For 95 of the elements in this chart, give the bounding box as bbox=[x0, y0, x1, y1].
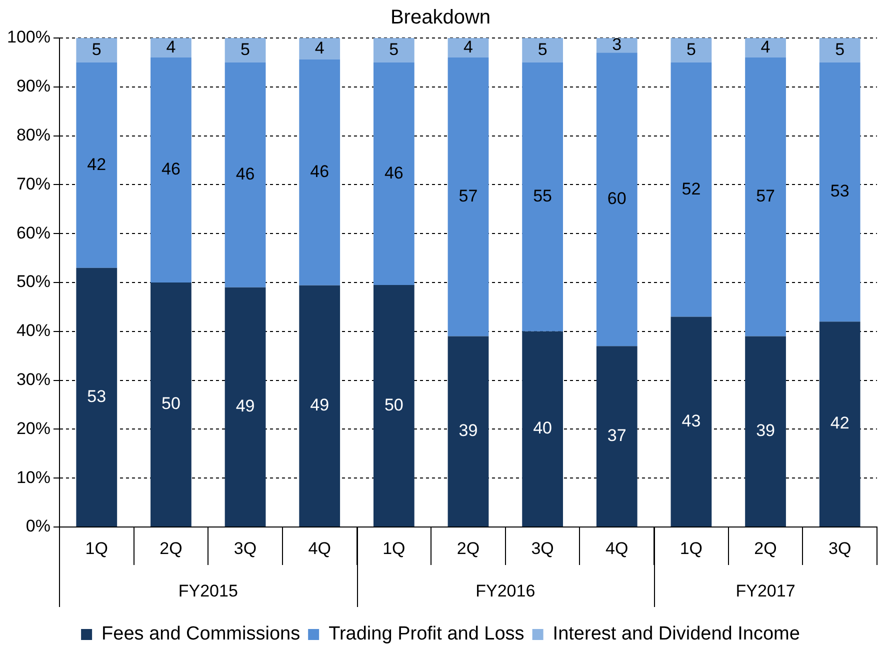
bar bbox=[224, 287, 266, 526]
data-label: 49 bbox=[310, 396, 330, 415]
data-label: 46 bbox=[162, 160, 180, 179]
y-tick-label: 90% bbox=[16, 76, 50, 96]
bar bbox=[373, 284, 414, 526]
x-tick-label: 2Q bbox=[754, 538, 777, 558]
bar bbox=[299, 60, 340, 286]
bar bbox=[76, 38, 118, 62]
data-label: 42 bbox=[830, 414, 850, 433]
bar bbox=[745, 38, 786, 58]
data-label: 50 bbox=[384, 395, 404, 414]
data-label: 50 bbox=[162, 394, 180, 414]
x-tick-label: 4Q bbox=[606, 538, 628, 558]
x-tick-label: 2Q bbox=[160, 538, 182, 558]
data-label: 43 bbox=[682, 411, 701, 430]
x-tick-label: 3Q bbox=[234, 538, 257, 558]
y-tick-label: 10% bbox=[16, 468, 50, 487]
bar bbox=[670, 316, 712, 526]
x-tick-label: 2Q bbox=[456, 538, 480, 558]
data-label: 42 bbox=[87, 154, 106, 174]
bar bbox=[373, 62, 414, 285]
data-label: 4 bbox=[464, 37, 473, 56]
data-label: 46 bbox=[310, 162, 330, 182]
bar bbox=[596, 346, 638, 526]
bar bbox=[522, 331, 563, 526]
bar bbox=[596, 38, 638, 53]
bar bbox=[448, 58, 489, 336]
data-label: 5 bbox=[538, 40, 548, 59]
y-tick-label: 40% bbox=[16, 321, 50, 340]
data-label: 55 bbox=[533, 186, 552, 206]
bar bbox=[150, 58, 192, 282]
data-label: 52 bbox=[682, 179, 701, 198]
bar bbox=[299, 38, 340, 60]
data-label: 39 bbox=[756, 421, 775, 440]
text: FY2015 bbox=[178, 582, 238, 601]
data-label: 4 bbox=[166, 37, 176, 56]
bar bbox=[819, 62, 860, 322]
bar bbox=[522, 62, 563, 332]
bar bbox=[670, 38, 712, 62]
data-label: 49 bbox=[236, 396, 255, 416]
bar bbox=[819, 38, 860, 62]
x-tick-label: 1Q bbox=[680, 538, 703, 558]
data-label: 57 bbox=[458, 186, 478, 206]
data-label: 5 bbox=[240, 40, 250, 59]
data-label: 4 bbox=[314, 38, 324, 58]
bar bbox=[150, 38, 192, 58]
data-label: 53 bbox=[830, 182, 850, 201]
x-tick-label: 3Q bbox=[828, 538, 852, 558]
y-tick-label: 0% bbox=[26, 516, 50, 536]
legend-label: Interest and Dividend Income bbox=[552, 624, 800, 645]
bar bbox=[448, 38, 489, 58]
bar bbox=[373, 38, 414, 62]
data-label: 5 bbox=[686, 40, 696, 59]
data-label: 46 bbox=[236, 164, 255, 184]
data-label: 57 bbox=[756, 186, 775, 206]
legend-label: Fees and Commissions bbox=[102, 624, 300, 645]
bar bbox=[224, 38, 266, 62]
x-tick-label: 3Q bbox=[531, 538, 554, 558]
data-label: 5 bbox=[389, 40, 399, 59]
x-tick-label: 1Q bbox=[85, 538, 108, 558]
data-label: 3 bbox=[612, 35, 622, 54]
bar bbox=[224, 62, 266, 288]
x-tick-label: 1Q bbox=[382, 538, 406, 558]
bar bbox=[745, 58, 786, 336]
data-label: 5 bbox=[92, 40, 102, 59]
bar bbox=[596, 52, 638, 346]
y-tick-label: 70% bbox=[16, 174, 50, 194]
bar bbox=[670, 62, 712, 317]
bar bbox=[819, 322, 860, 526]
data-label: 46 bbox=[384, 163, 404, 182]
data-label: 5 bbox=[835, 40, 845, 59]
bar bbox=[76, 62, 118, 268]
text: FY2017 bbox=[736, 582, 796, 601]
bar bbox=[76, 268, 118, 526]
data-label: 60 bbox=[607, 189, 626, 208]
text: FY2016 bbox=[476, 582, 536, 601]
data-label: 40 bbox=[533, 418, 552, 438]
data-label: 39 bbox=[458, 421, 478, 440]
chart-title: Breakdown bbox=[390, 6, 491, 29]
y-tick-label: 60% bbox=[16, 223, 50, 242]
y-tick-label: 80% bbox=[16, 125, 50, 144]
bar bbox=[745, 336, 786, 526]
data-label: 37 bbox=[607, 426, 626, 445]
bar bbox=[522, 38, 563, 62]
bar bbox=[150, 282, 192, 526]
bar bbox=[448, 336, 489, 526]
x-tick-label: 4Q bbox=[308, 538, 331, 558]
y-tick-label: 50% bbox=[16, 272, 50, 292]
data-label: 53 bbox=[87, 386, 106, 406]
legend-label: Trading Profit and Loss bbox=[328, 624, 524, 645]
y-tick-label: 30% bbox=[16, 370, 50, 389]
data-label: 4 bbox=[760, 37, 770, 56]
y-tick-label: 20% bbox=[16, 418, 50, 438]
bar bbox=[299, 285, 340, 526]
y-tick-label: 100% bbox=[6, 28, 50, 47]
